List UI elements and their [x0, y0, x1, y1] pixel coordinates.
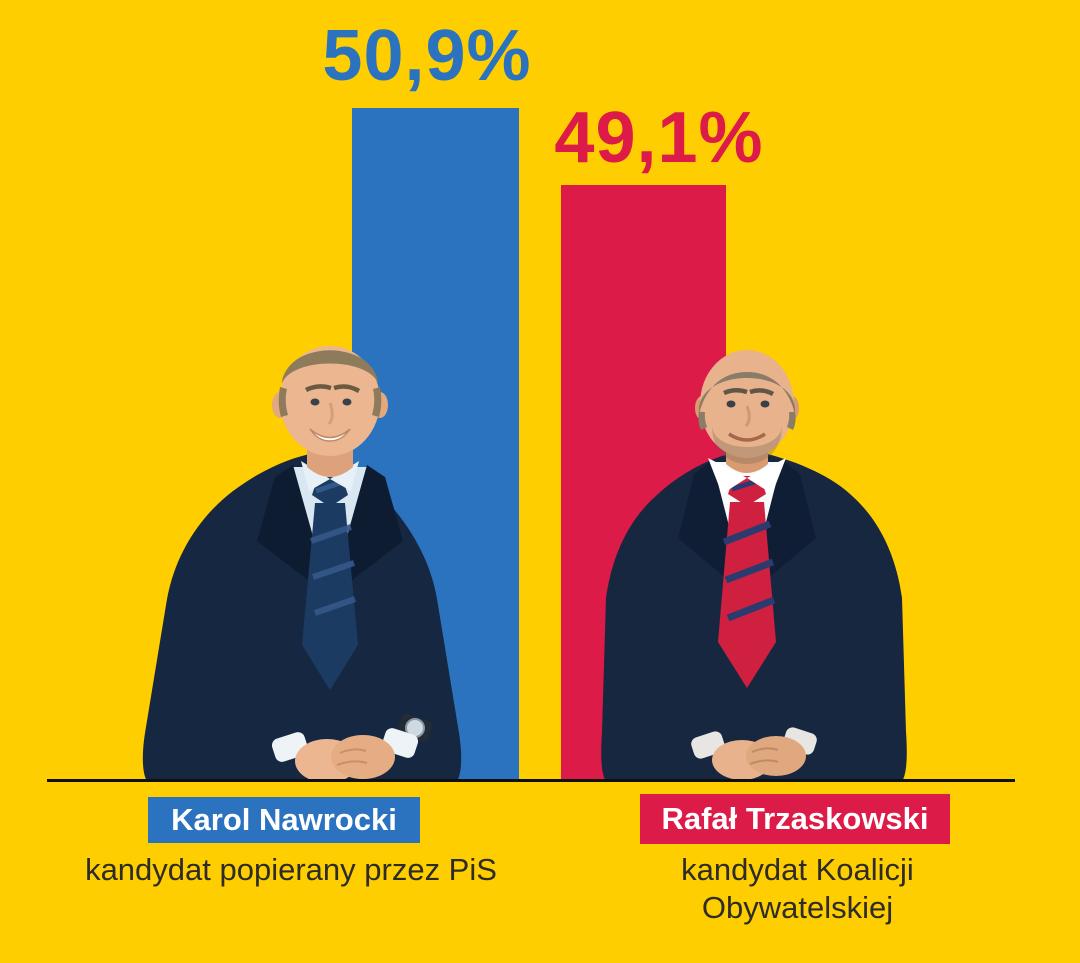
description-nawrocki: kandydat popierany przez PiS	[85, 852, 497, 887]
percent-label-nawrocki: 50,9%	[322, 16, 532, 96]
baseline-axis-line	[47, 779, 1015, 782]
name-badge-nawrocki: Karol Nawrocki	[148, 797, 420, 843]
karol-nawrocki-photo	[115, 345, 475, 783]
rafal-trzaskowski-photo	[600, 346, 908, 781]
percent-label-trzaskowski: 49,1%	[554, 98, 764, 178]
description-trzaskowski: kandydat Koalicji Obywatelskiej	[681, 852, 914, 925]
name-badge-trzaskowski: Rafał Trzaskowski	[640, 794, 950, 844]
